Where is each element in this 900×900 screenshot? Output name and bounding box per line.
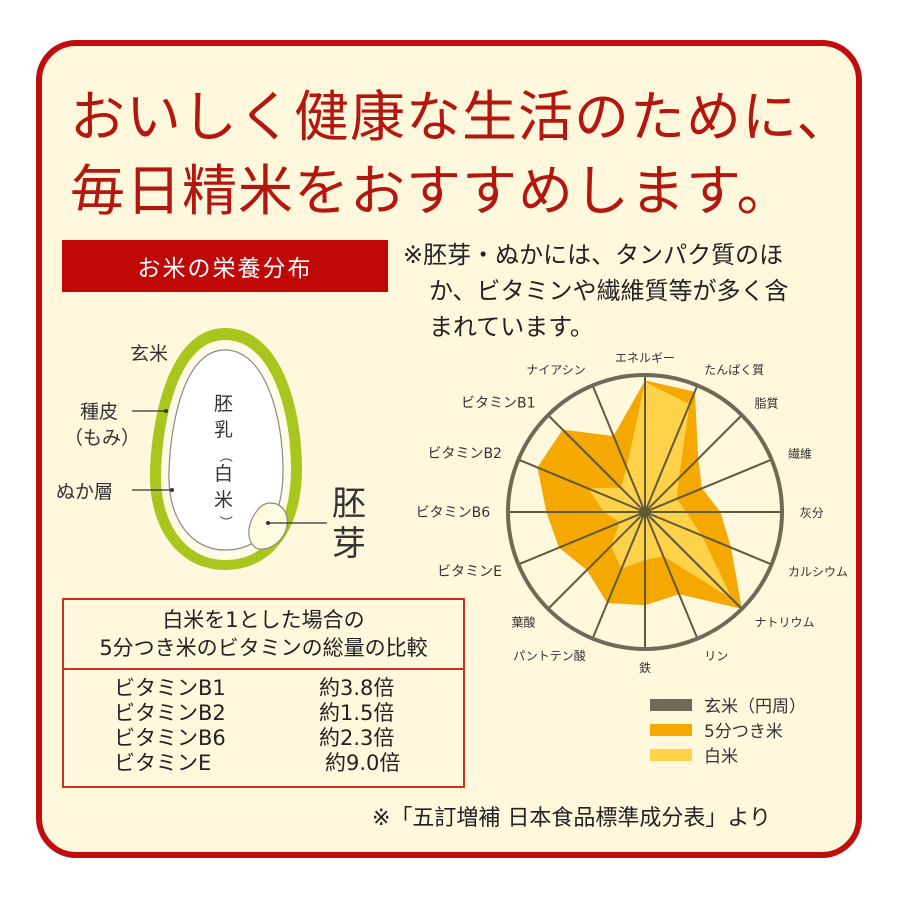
rice-grain-diagram: 玄米 種皮 （もみ） ぬか層 胚 乳 （ 白 米 ） 胚 芽: [50, 320, 390, 590]
radar-spoke: [547, 414, 646, 513]
headline: おいしく健康な生活のために、 毎日精米をおすすめします。: [70, 80, 853, 228]
vitamin-ratio: 約1.5倍: [319, 701, 395, 725]
legend-item-brown-rice: 玄米（円周）: [650, 692, 806, 717]
vitamin-name: ビタミンB1: [114, 676, 226, 700]
headline-line-2: 毎日精米をおすすめします。: [70, 159, 793, 223]
radar-axis-label: たんぱく質: [704, 362, 764, 377]
label-momi: （もみ）: [64, 427, 141, 449]
comparison-title-line-1: 白米を1とした場合の: [162, 608, 365, 632]
legend-swatch: [650, 698, 692, 711]
label-hainyu-1: 胚: [214, 393, 234, 415]
table-row: ビタミンB2 約1.5倍: [64, 701, 463, 726]
label-genmai: 玄米: [130, 343, 169, 365]
legend-label: 白米: [704, 747, 738, 767]
label-hainyu-3: 白: [214, 463, 234, 485]
series-white-rice-area: [588, 381, 733, 600]
legend-label: 玄米（円周）: [704, 697, 806, 717]
label-haiga-1: 胚: [332, 484, 366, 524]
table-row: ビタミンE 約9.0倍: [64, 751, 463, 776]
legend-swatch: [650, 723, 692, 736]
radar-spoke: [644, 414, 743, 513]
vitamin-comparison-table: 白米を1とした場合の 5分つき米のビタミンの総量の比較 ビタミンB1 約3.8倍…: [62, 598, 465, 788]
series-brown-rice-circle: [506, 373, 784, 651]
radar-spoke: [644, 458, 772, 513]
vitamin-ratio: 約3.8倍: [319, 676, 395, 700]
radar-spoke: [644, 511, 772, 566]
radar-axis-label: カルシウム: [788, 565, 848, 579]
radar-spoke: [591, 511, 646, 639]
radar-spoke: [591, 385, 646, 513]
radar-axis-label: エネルギー: [615, 351, 675, 365]
headline-line-1: おいしく健康な生活のために、: [70, 85, 853, 149]
vitamin-ratio: 約2.3倍: [319, 726, 395, 750]
radar-axis-label: リン: [704, 649, 728, 663]
legend-item-half-milled: 5分つき米: [650, 717, 806, 742]
radar-axis-label: ビタミンB1: [461, 396, 536, 412]
radar-spoke: [644, 511, 743, 610]
nutrition-radar-chart: エネルギーたんぱく質脂質繊維灰分カルシウムナトリウムリン鉄 パントテン酸 葉酸 ビタミ…: [380, 350, 860, 684]
vitamin-name: ビタミンB6: [114, 726, 226, 750]
chart-legend: 玄米（円周） 5分つき米 白米: [650, 692, 806, 767]
radar-spoke: [547, 511, 646, 610]
label-hainyu-paren-open: （: [217, 449, 233, 463]
table-row: ビタミンB6 約2.3倍: [64, 726, 463, 751]
label-hainyu-paren-close: ）: [217, 515, 233, 529]
radar-axis-label: 繊維: [788, 447, 812, 461]
label-hainyu-4: 米: [214, 489, 234, 511]
section-banner: お米の栄養分布: [62, 240, 388, 292]
vitamin-name: ビタミンB2: [114, 701, 226, 725]
legend-label: 5分つき米: [704, 722, 783, 742]
radar-axis-label: ビタミンB2: [427, 446, 502, 462]
radar-spoke: [644, 385, 699, 513]
vitamin-name: ビタミンE: [114, 751, 212, 775]
nutrition-note: ※胚芽・ぬかには、タンパク質のほ か、ビタミンや繊維質等が多く含 まれています。: [403, 237, 853, 345]
radar-axis-label: ビタミンB6: [416, 505, 491, 521]
radar-axis-label: ナトリウム: [754, 615, 814, 629]
radar-axis-label: 灰分: [800, 506, 824, 520]
radar-axis-label: 葉酸: [512, 614, 536, 629]
note-line-1: ※胚芽・ぬかには、タンパク質のほ: [403, 241, 784, 269]
radar-axis-label: 脂質: [754, 396, 778, 411]
radar-axis-label: ナイアシン: [526, 363, 586, 377]
table-row: ビタミンB1 約3.8倍: [64, 676, 463, 701]
radar-spoke: [518, 511, 646, 566]
radar-axis-label: 鉄: [639, 660, 651, 675]
note-line-2: か、ビタミンや繊維質等が多く含: [429, 277, 789, 305]
label-hainyu-2: 乳: [214, 419, 234, 441]
label-haiga-2: 芽: [332, 524, 366, 564]
note-line-3: まれています。: [429, 313, 594, 341]
comparison-title-line-2: 5分つき米のビタミンの総量の比較: [99, 636, 428, 660]
comparison-table-header: 白米を1とした場合の 5分つき米のビタミンの総量の比較: [64, 600, 463, 670]
radar-spoke: [644, 511, 699, 639]
label-nukaso: ぬか層: [56, 481, 114, 503]
rice-grain-illustration: [132, 328, 327, 570]
radar-spoke: [518, 458, 646, 513]
source-citation: ※「五訂増補 日本食品標準成分表」より: [372, 806, 771, 831]
legend-swatch: [650, 748, 692, 761]
radar-axis-label: パントテン酸: [513, 648, 586, 663]
radar-axis-label: ビタミンE: [437, 564, 502, 580]
vitamin-ratio: 約9.0倍: [325, 751, 401, 775]
label-shuhi: 種皮: [80, 401, 119, 423]
legend-item-white-rice: 白米: [650, 742, 806, 767]
